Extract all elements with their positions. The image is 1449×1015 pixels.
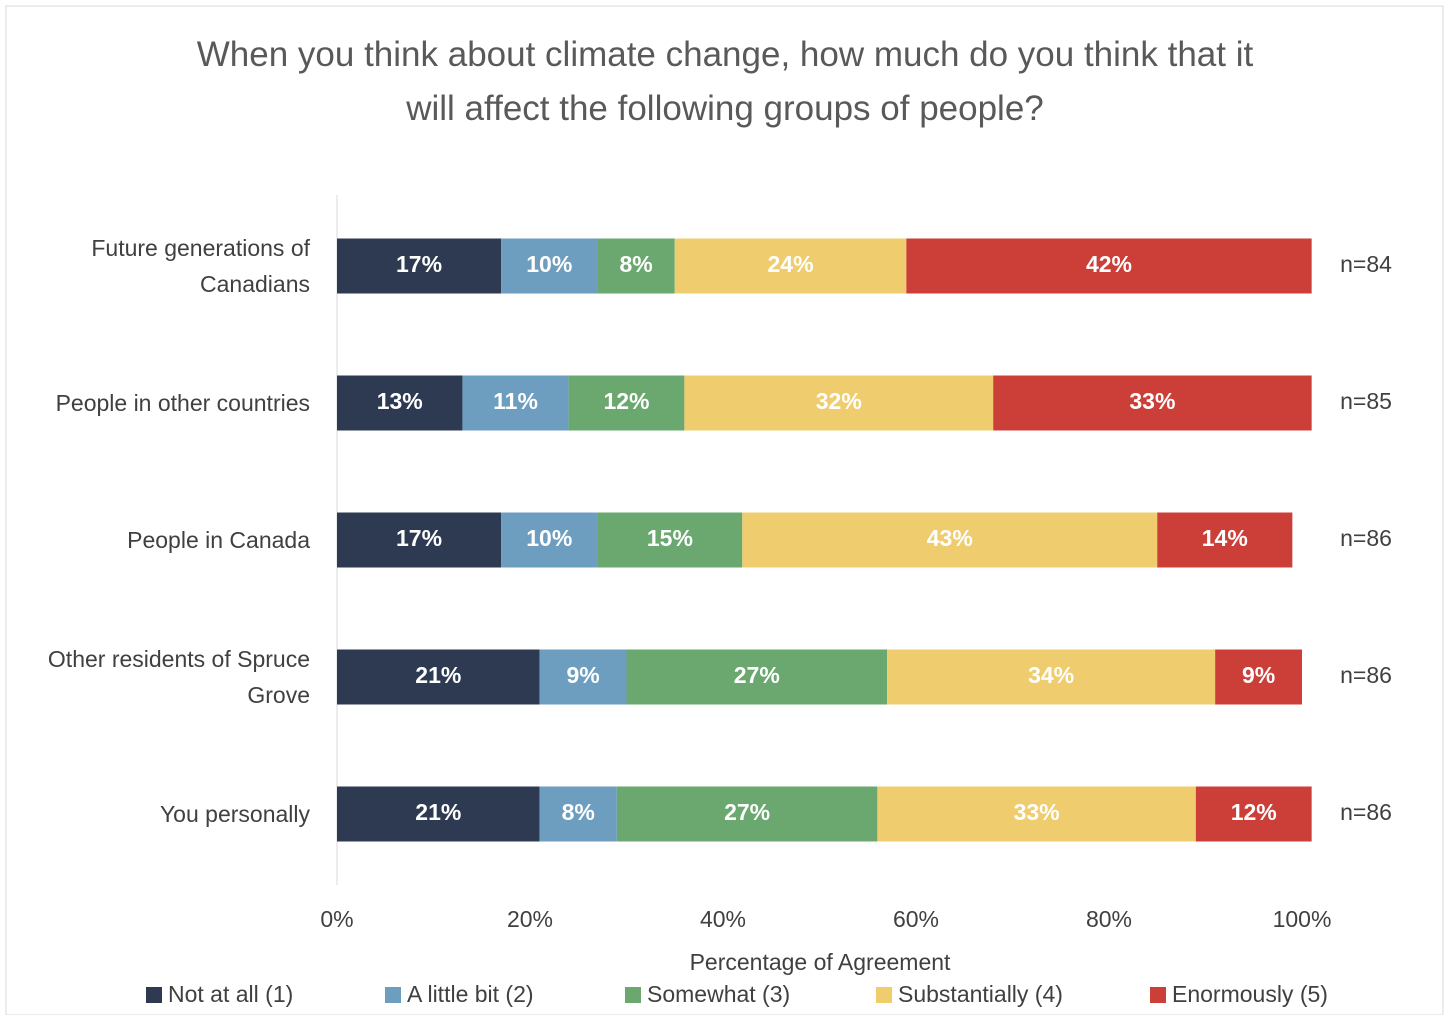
data-label: 17% (396, 251, 442, 277)
data-label: 21% (415, 662, 461, 688)
data-label: 8% (620, 251, 653, 277)
bar-segment (539, 786, 617, 842)
legend-swatch (1150, 987, 1166, 1003)
legend-swatch (146, 987, 162, 1003)
bar-segment (337, 649, 540, 705)
bar-segment (501, 238, 598, 294)
n-label: n=85 (1340, 388, 1392, 414)
data-label: 12% (603, 388, 649, 414)
legend-label: Somewhat (3) (647, 981, 790, 1007)
bar-segment (616, 786, 878, 842)
x-tick-label: 40% (700, 906, 746, 932)
bar-segment (993, 375, 1312, 431)
chart-title: When you think about climate change, how… (196, 35, 1254, 128)
legend-swatch (625, 987, 641, 1003)
bar-segment (684, 375, 994, 431)
data-label: 9% (1242, 662, 1275, 688)
data-label: 14% (1202, 525, 1248, 551)
bar-segment (337, 375, 463, 431)
data-label: 11% (493, 388, 538, 414)
legend-label: A little bit (2) (407, 981, 534, 1007)
y-tick-label: Other residents of Spruce Grove (47, 646, 310, 708)
bar-segment (906, 238, 1312, 294)
x-tick-label: 60% (893, 906, 939, 932)
x-axis-title: Percentage of Agreement (690, 949, 951, 975)
data-label: 12% (1231, 799, 1277, 825)
y-tick-label: Future generations of Canadians (91, 235, 310, 297)
data-label: 27% (724, 799, 770, 825)
data-label: 9% (566, 662, 599, 688)
n-label: n=86 (1340, 525, 1392, 551)
legend-label: Substantially (4) (898, 981, 1063, 1007)
bar-segment (337, 786, 540, 842)
legend-label: Enormously (5) (1172, 981, 1328, 1007)
legend-swatch (385, 987, 401, 1003)
x-tick-label: 0% (320, 906, 353, 932)
bar-segment (674, 238, 907, 294)
bar-segment (462, 375, 569, 431)
x-tick-label: 20% (507, 906, 553, 932)
bar-segment (597, 512, 743, 568)
data-label: 13% (377, 388, 423, 414)
data-label: 21% (415, 799, 461, 825)
bar-segment (501, 512, 598, 568)
n-label: n=86 (1340, 662, 1392, 688)
data-label: 33% (1014, 799, 1060, 825)
data-label: 15% (647, 525, 693, 551)
x-tick-label: 100% (1273, 906, 1332, 932)
x-tick-label: 80% (1086, 906, 1132, 932)
bar-segment (1157, 512, 1293, 568)
bar-segment (337, 238, 502, 294)
n-label: n=86 (1340, 799, 1392, 825)
bar-segment (626, 649, 888, 705)
data-label: 8% (562, 799, 595, 825)
y-tick-label: You personally (159, 801, 310, 827)
data-label: 27% (734, 662, 780, 688)
data-label: 10% (526, 251, 572, 277)
bar-segment (887, 649, 1216, 705)
chart-border (5, 5, 1444, 1015)
y-tick-label: People in other countries (55, 390, 310, 416)
legend-label: Not at all (1) (168, 981, 293, 1007)
y-tick-label: People in Canada (127, 527, 310, 553)
n-label: n=84 (1340, 251, 1392, 277)
bar-segment (1215, 649, 1302, 705)
data-label: 43% (927, 525, 973, 551)
bar-segment (337, 512, 502, 568)
data-label: 33% (1129, 388, 1175, 414)
bar-segment (877, 786, 1196, 842)
data-label: 34% (1028, 662, 1074, 688)
data-label: 17% (396, 525, 442, 551)
legend-swatch (876, 987, 892, 1003)
bar-segment (1195, 786, 1312, 842)
bar-segment (539, 649, 627, 705)
data-label: 32% (816, 388, 862, 414)
data-label: 24% (768, 251, 814, 277)
bar-segment (597, 238, 675, 294)
data-label: 42% (1086, 251, 1132, 277)
bar-segment (742, 512, 1158, 568)
bar-segment (568, 375, 685, 431)
data-label: 10% (526, 525, 572, 551)
